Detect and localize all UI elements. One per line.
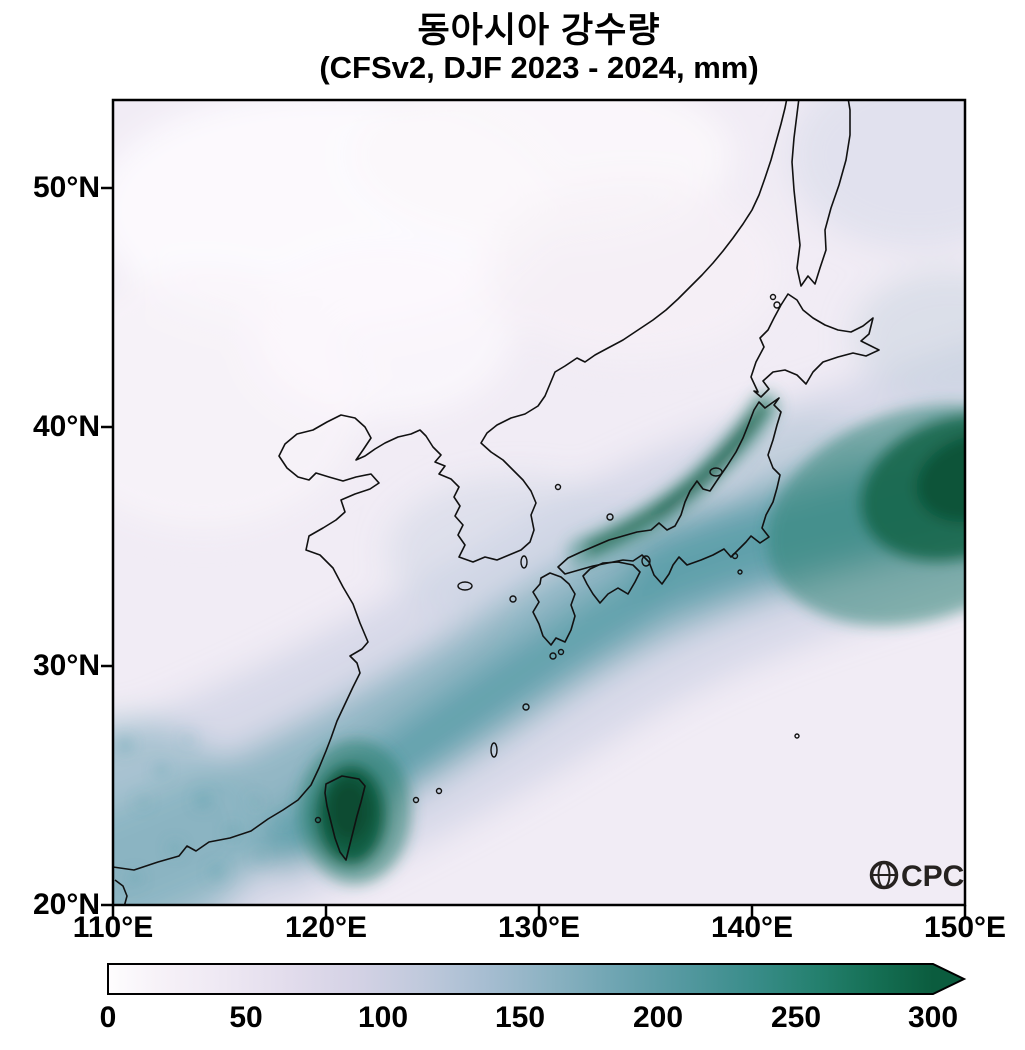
colorbar-tick-label: 50 [229, 1001, 263, 1034]
plot-frame [111, 98, 967, 907]
y-axis-tick-label: 20°N [32, 888, 100, 921]
colorbar-tick-label: 300 [907, 1001, 959, 1034]
cpc-globe-icon [869, 860, 899, 890]
coastline-sakhalin [791, 100, 851, 287]
coastline-kyushu [532, 572, 576, 646]
colorbar-gradient-bar [107, 963, 967, 995]
colorbar-tick-label: 250 [770, 1001, 822, 1034]
x-axis-tick-label: 120°E [284, 911, 368, 944]
coastline-hokkaido [750, 293, 880, 398]
x-axis-tick-label: 110°E [72, 911, 154, 944]
coastlines [113, 100, 880, 905]
cpc-logo-text: CPC [901, 860, 964, 893]
colorbar [107, 963, 967, 995]
coastline-shikoku [582, 561, 641, 604]
small-islands [314, 293, 800, 824]
map-plot: CPC [101, 98, 967, 917]
y-axis-tick-label: 30°N [32, 649, 100, 682]
coastline-china-korea-russia [113, 100, 788, 871]
colorbar-tick-label: 150 [494, 1001, 546, 1034]
colorbar-tick-label: 200 [632, 1001, 684, 1034]
x-axis-tick-label: 140°E [710, 911, 794, 944]
colorbar-tick-label: 0 [99, 1001, 117, 1034]
colorbar-tick-label: 100 [357, 1001, 409, 1034]
cpc-logo: CPC [869, 860, 964, 893]
precipitation-field [113, 100, 965, 905]
chart-subtitle: (CFSv2, DJF 2023 - 2024, mm) [319, 50, 759, 85]
axis-ticks [101, 186, 967, 917]
coastline-taiwan [324, 775, 366, 861]
y-axis-tick-label: 50°N [32, 171, 100, 204]
x-axis-tick-label: 130°E [497, 911, 581, 944]
x-axis-tick-label: 150°E [923, 911, 1007, 944]
coastline-leizhou [114, 879, 128, 905]
convective-speckles [118, 736, 285, 884]
y-axis-tick-label: 40°N [32, 410, 100, 443]
chart-title: 동아시아 강수량 [417, 11, 661, 50]
